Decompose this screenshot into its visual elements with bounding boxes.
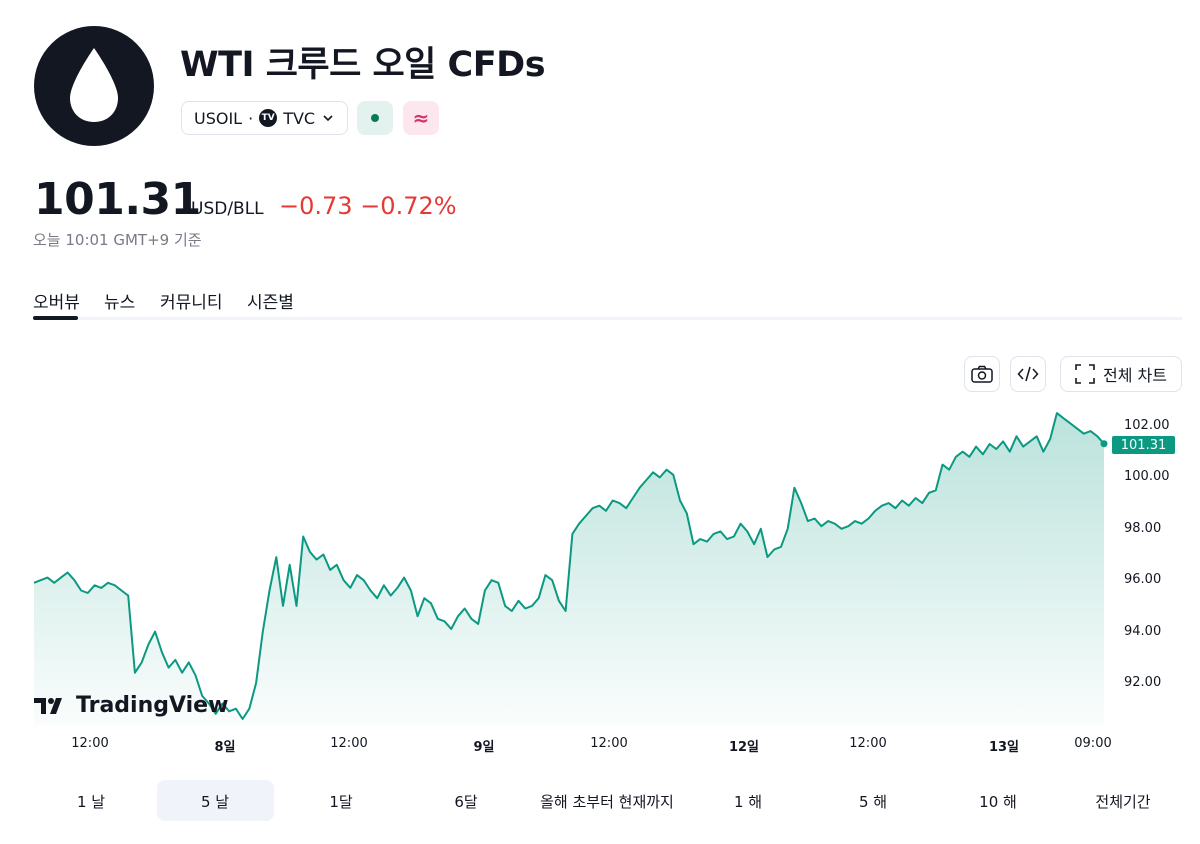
camera-icon (971, 365, 993, 383)
separator: · (248, 108, 254, 128)
price-chart[interactable] (0, 395, 1200, 730)
range-button[interactable]: 5 날 (200, 793, 230, 811)
y-tick-label: 94.00 (1124, 623, 1162, 639)
tradingview-logo-icon (34, 697, 62, 714)
currency-unit: USD/BLL (191, 199, 264, 219)
symbol-selector[interactable]: USOIL · TV TVC (181, 101, 349, 135)
last-price-dot (1100, 440, 1108, 448)
change-value: −0.73 (279, 192, 353, 220)
x-tick-label: 13일 (988, 740, 1020, 755)
x-tick-label: 12일 (728, 740, 760, 755)
page-title: WTI 크루드 오일 CFDs (180, 45, 546, 85)
range-button[interactable]: 1달 (329, 793, 353, 811)
y-tick-label: 102.00 (1124, 418, 1170, 433)
tab-community[interactable]: 커뮤니티 (160, 293, 223, 313)
range-button[interactable]: 전체기간 (1095, 793, 1151, 811)
y-tick-label: 98.00 (1124, 520, 1162, 536)
market-open-dot-icon (371, 114, 379, 122)
x-tick-label: 8일 (214, 740, 236, 755)
y-tick-label: 92.00 (1124, 675, 1162, 690)
quote-timestamp: 오늘 10:01 GMT+9 기준 (33, 231, 202, 249)
range-button[interactable]: 올해 초부터 현재까지 (540, 793, 674, 811)
exchange-text: TVC (283, 108, 316, 128)
snapshot-button[interactable] (964, 356, 1000, 392)
range-button[interactable]: 6달 (454, 793, 478, 811)
cfd-badge-button[interactable]: ≈ (403, 101, 439, 135)
tab-overview[interactable]: 오버뷰 (33, 293, 80, 313)
price-line (33, 412, 1105, 720)
active-tab-indicator (33, 316, 78, 320)
x-tick-label: 9일 (473, 740, 495, 755)
market-status-button[interactable] (357, 101, 393, 135)
full-chart-label: 전체 차트 (1103, 366, 1167, 385)
change-percent: −0.72% (360, 192, 457, 220)
last-price: 101.31 (34, 174, 201, 225)
price-change: −0.73 −0.72% (279, 192, 457, 220)
tradingview-watermark: TradingView (34, 693, 228, 718)
range-active-highlight (157, 780, 274, 821)
exchange-badge-icon: TV (259, 109, 278, 127)
tabs-divider (33, 317, 1182, 320)
x-tick-label: 12:00 (590, 736, 628, 751)
y-tick-label: 96.00 (1124, 572, 1162, 588)
x-tick-label: 12:00 (71, 736, 109, 751)
code-icon (1017, 366, 1039, 382)
range-button[interactable]: 5 해 (858, 793, 888, 811)
price-area-fill (34, 413, 1104, 725)
symbol-logo (34, 26, 154, 146)
range-button[interactable]: 10 해 (979, 793, 1017, 811)
x-tick-label: 12:00 (330, 736, 368, 751)
fullscreen-icon (1075, 364, 1095, 384)
embed-button[interactable] (1010, 356, 1046, 392)
last-price-tag: 101.31 (1112, 436, 1175, 454)
tab-news[interactable]: 뉴스 (104, 293, 136, 313)
symbol-text: USOIL (194, 108, 243, 128)
full-chart-button[interactable]: 전체 차트 (1060, 356, 1182, 392)
tab-seasonals[interactable]: 시즌별 (247, 293, 294, 313)
tradingview-name: TradingView (76, 693, 229, 718)
x-tick-label: 09:00 (1074, 736, 1112, 751)
y-tick-label: 100.00 (1124, 469, 1170, 485)
chevron-down-icon (323, 115, 333, 122)
range-button[interactable]: 1 해 (733, 793, 763, 811)
range-button[interactable]: 1 날 (76, 793, 106, 811)
x-tick-label: 12:00 (849, 736, 887, 751)
oil-drop-icon (70, 48, 118, 122)
